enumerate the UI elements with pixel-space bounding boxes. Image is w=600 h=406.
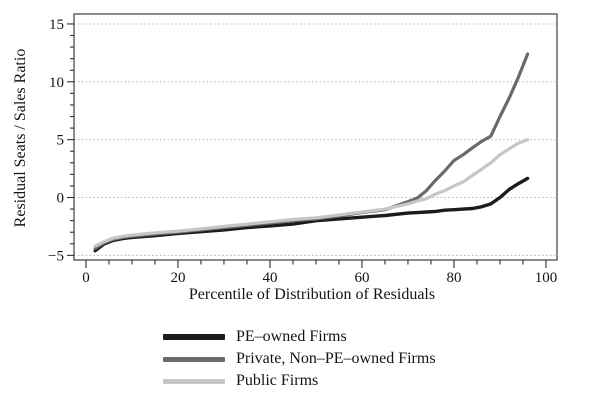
y-tick-label: 0 [57,191,65,207]
x-tick-label: 20 [170,270,185,286]
y-tick-label: −5 [48,248,64,264]
plot-frame [73,13,558,261]
x-tick-label: 40 [262,270,277,286]
legend-item-pe-owned: PE–owned Firms [163,326,436,348]
series-line-public-firms [93,138,530,248]
legend-line-swatch-public [163,378,225,384]
legend-line-swatch-private-non-pe [163,356,225,362]
series-lines [93,52,530,253]
y-axis-title: Residual Seats / Sales Ratio [12,48,29,228]
legend-line-swatch-pe-owned [163,334,225,340]
x-tick-label: 80 [446,270,461,286]
y-tick-label: 15 [49,17,64,33]
x-tick-label: 100 [535,270,558,286]
legend-item-private-non-pe: Private, Non–PE–owned Firms [163,348,436,370]
gridlines [74,23,557,256]
x-axis-title: Percentile of Distribution of Residuals [188,286,436,303]
legend-item-public: Public Firms [163,370,436,392]
legend-label: PE–owned Firms [236,328,347,345]
y-tick-label: 10 [49,75,64,91]
y-tick-label: 5 [57,133,65,149]
legend-label: Public Firms [236,372,319,389]
x-tick-label: 0 [82,270,90,286]
axis-ticks [67,23,547,268]
x-tick-label: 60 [354,270,369,286]
legend: PE–owned Firms Private, Non–PE–owned Fir… [163,326,436,392]
legend-label: Private, Non–PE–owned Firms [236,350,436,367]
series-line-pe-owned-firms [93,176,530,253]
